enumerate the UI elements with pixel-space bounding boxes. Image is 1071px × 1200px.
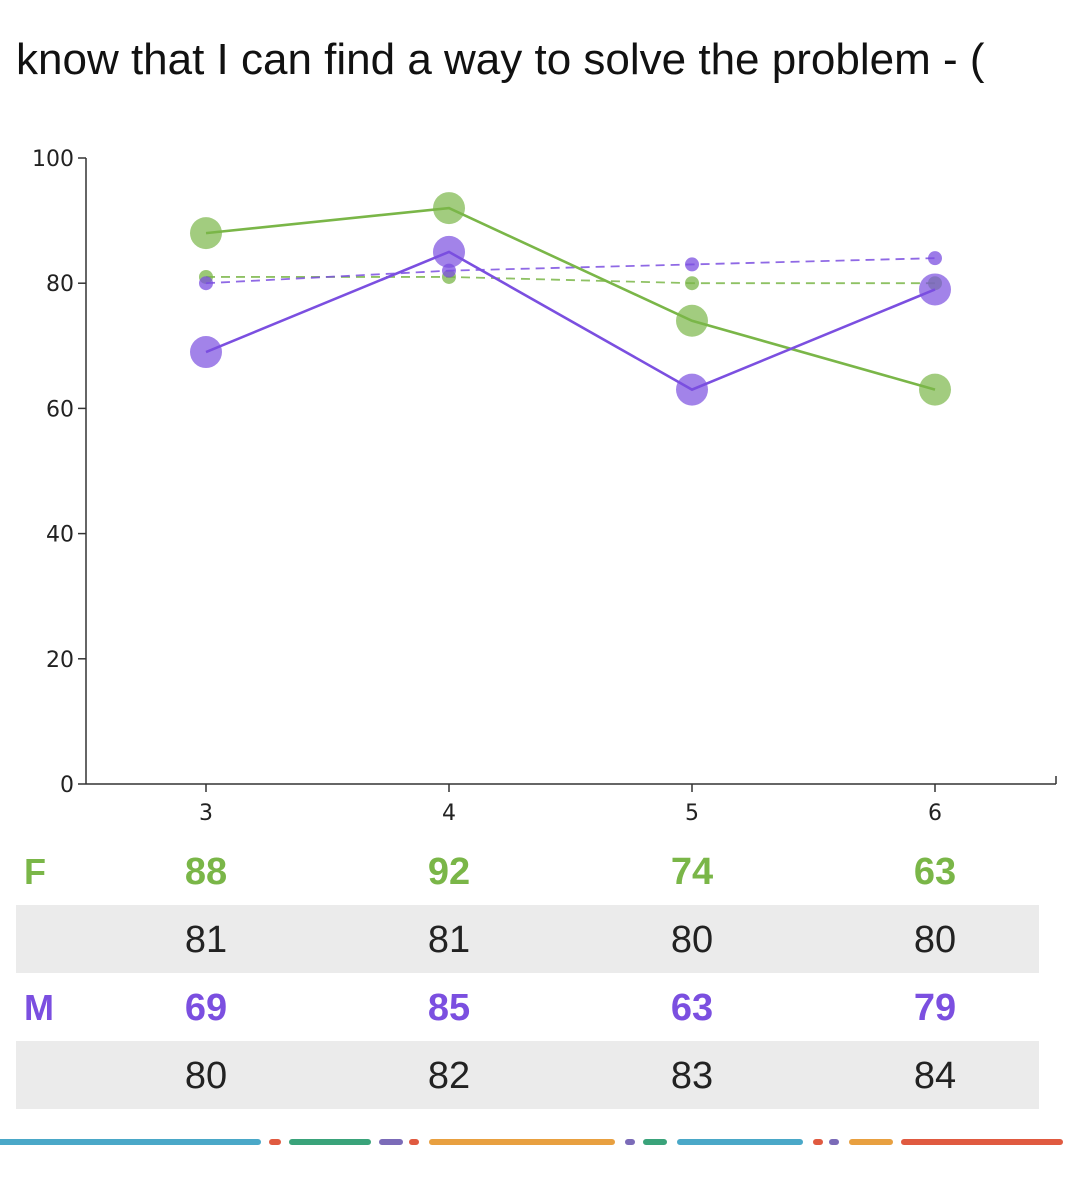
table-cell: 80 xyxy=(670,919,714,961)
y-tick-label-20: 20 xyxy=(46,648,74,673)
table-cell: 88 xyxy=(184,851,228,893)
line-chart: 0 20 40 60 80 100 3 4 5 6 xyxy=(32,147,1057,826)
series-m-point-4 xyxy=(433,235,465,268)
y-tick-label-100: 100 xyxy=(32,147,74,172)
table-cell: 81 xyxy=(184,919,228,961)
y-tick-label-60: 60 xyxy=(46,397,74,422)
table-cell: 85 xyxy=(427,987,471,1029)
series-m-point-5 xyxy=(676,373,708,406)
series-f-point-4 xyxy=(433,192,465,225)
x-tick-label-5: 5 xyxy=(685,801,699,826)
chart-title: know that I can find a way to solve the … xyxy=(16,35,985,84)
table-cell: 82 xyxy=(427,1055,471,1097)
series-m-point-3 xyxy=(190,336,222,369)
y-tick-label-40: 40 xyxy=(46,523,74,548)
series-ref-3-line xyxy=(205,257,936,285)
series-ref-3-point-5 xyxy=(685,257,699,272)
data-table: F 88 92 74 63 81 81 80 80 M 69 85 63 79 80 82 83 84 xyxy=(16,837,1039,1109)
series-f-point-3 xyxy=(190,217,222,250)
table-cell: 74 xyxy=(670,851,714,893)
y-tick-label-0: 0 xyxy=(60,773,74,798)
series-m-point-6 xyxy=(919,273,951,306)
table-row: F 88 92 74 63 xyxy=(16,837,1039,905)
table-cell: 92 xyxy=(427,851,471,893)
table-cell: 63 xyxy=(913,851,957,893)
x-tick-label-4: 4 xyxy=(442,801,456,826)
table-row: M 69 85 63 79 xyxy=(16,973,1039,1041)
table-cell: 81 xyxy=(427,919,471,961)
x-tick-label-3: 3 xyxy=(199,801,213,826)
table-cell: 80 xyxy=(913,919,957,961)
table-row: 80 82 83 84 xyxy=(16,1041,1039,1109)
table-cell: 63 xyxy=(670,987,714,1029)
series-ref-1-point-5 xyxy=(685,276,699,291)
table-cell: 83 xyxy=(670,1055,714,1097)
row-label: F xyxy=(24,851,46,892)
row-label: M xyxy=(24,987,54,1028)
table-cell: 79 xyxy=(913,987,957,1029)
series-m-line xyxy=(205,250,936,392)
table-cell: 69 xyxy=(184,987,228,1029)
decorative-footer-bar xyxy=(0,1139,1063,1145)
table-cell: 80 xyxy=(184,1055,228,1097)
x-tick-label-6: 6 xyxy=(928,801,942,826)
series-f-point-6 xyxy=(919,373,951,406)
series-ref-3-point-3 xyxy=(199,276,213,291)
series-f-line xyxy=(205,206,936,391)
table-row: 81 81 80 80 xyxy=(16,905,1039,973)
series-ref-3-point-6 xyxy=(928,251,942,266)
table-cell: 84 xyxy=(913,1055,957,1097)
series-f-point-5 xyxy=(676,304,708,337)
y-tick-label-80: 80 xyxy=(46,272,74,297)
